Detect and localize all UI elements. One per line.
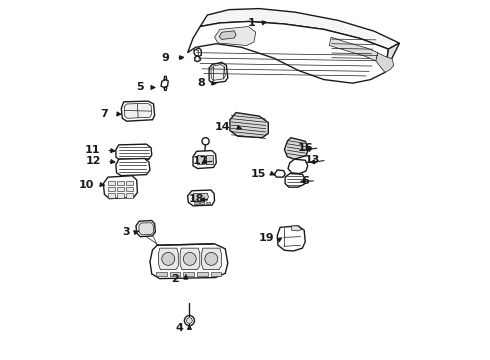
Circle shape [205,252,218,265]
Text: 8: 8 [198,78,205,88]
Polygon shape [285,174,305,187]
Text: 17: 17 [193,156,208,166]
Text: 14: 14 [215,122,231,132]
Polygon shape [211,272,221,276]
Text: 16: 16 [297,143,313,153]
Polygon shape [376,53,394,72]
Polygon shape [183,272,194,276]
Circle shape [187,318,192,323]
Polygon shape [150,244,228,279]
Polygon shape [329,37,378,61]
Text: 9: 9 [162,53,170,63]
Text: 18: 18 [188,194,204,204]
Polygon shape [211,64,225,80]
Polygon shape [117,181,124,185]
Polygon shape [230,113,269,138]
Polygon shape [195,56,200,62]
Polygon shape [117,187,124,192]
Text: 10: 10 [79,180,95,190]
Polygon shape [219,31,236,40]
Text: 1: 1 [247,18,255,28]
Polygon shape [126,187,133,192]
Polygon shape [156,272,167,276]
Polygon shape [159,248,178,270]
Polygon shape [116,158,150,176]
Polygon shape [188,22,389,83]
Text: 5: 5 [136,82,144,93]
Polygon shape [196,155,204,164]
Polygon shape [197,272,208,276]
Polygon shape [116,144,152,160]
Circle shape [183,252,196,265]
Circle shape [202,138,209,145]
Polygon shape [277,226,305,251]
Text: 4: 4 [175,323,183,333]
Polygon shape [126,193,133,198]
Text: 12: 12 [85,156,101,166]
Polygon shape [126,181,133,185]
Polygon shape [108,181,115,185]
Polygon shape [200,9,399,49]
Polygon shape [193,150,216,168]
Polygon shape [209,62,228,83]
Polygon shape [108,193,115,198]
Polygon shape [288,159,308,174]
Polygon shape [201,248,221,270]
Polygon shape [170,272,180,276]
Polygon shape [117,193,124,198]
Polygon shape [103,176,137,199]
Polygon shape [385,43,399,72]
Text: 2: 2 [172,274,179,284]
Polygon shape [122,101,155,121]
Text: 13: 13 [305,155,320,165]
Polygon shape [164,87,167,90]
Polygon shape [292,226,302,231]
Text: 7: 7 [100,109,108,119]
Text: 11: 11 [84,145,100,155]
Circle shape [184,316,195,325]
Polygon shape [194,202,199,204]
Text: 19: 19 [259,233,274,243]
Text: 3: 3 [122,227,129,237]
Polygon shape [108,187,115,192]
Polygon shape [188,190,215,206]
Text: 6: 6 [302,176,310,186]
Polygon shape [164,76,167,80]
Polygon shape [124,103,152,118]
Polygon shape [205,155,213,164]
Text: 15: 15 [250,169,266,179]
Polygon shape [285,138,309,159]
Circle shape [162,252,175,265]
Polygon shape [136,221,155,237]
Polygon shape [161,80,168,87]
Polygon shape [180,248,200,270]
Polygon shape [194,48,201,56]
Polygon shape [274,170,285,177]
Polygon shape [139,223,153,235]
Polygon shape [192,193,208,202]
Polygon shape [215,27,256,45]
Polygon shape [200,202,204,204]
Polygon shape [205,202,210,204]
